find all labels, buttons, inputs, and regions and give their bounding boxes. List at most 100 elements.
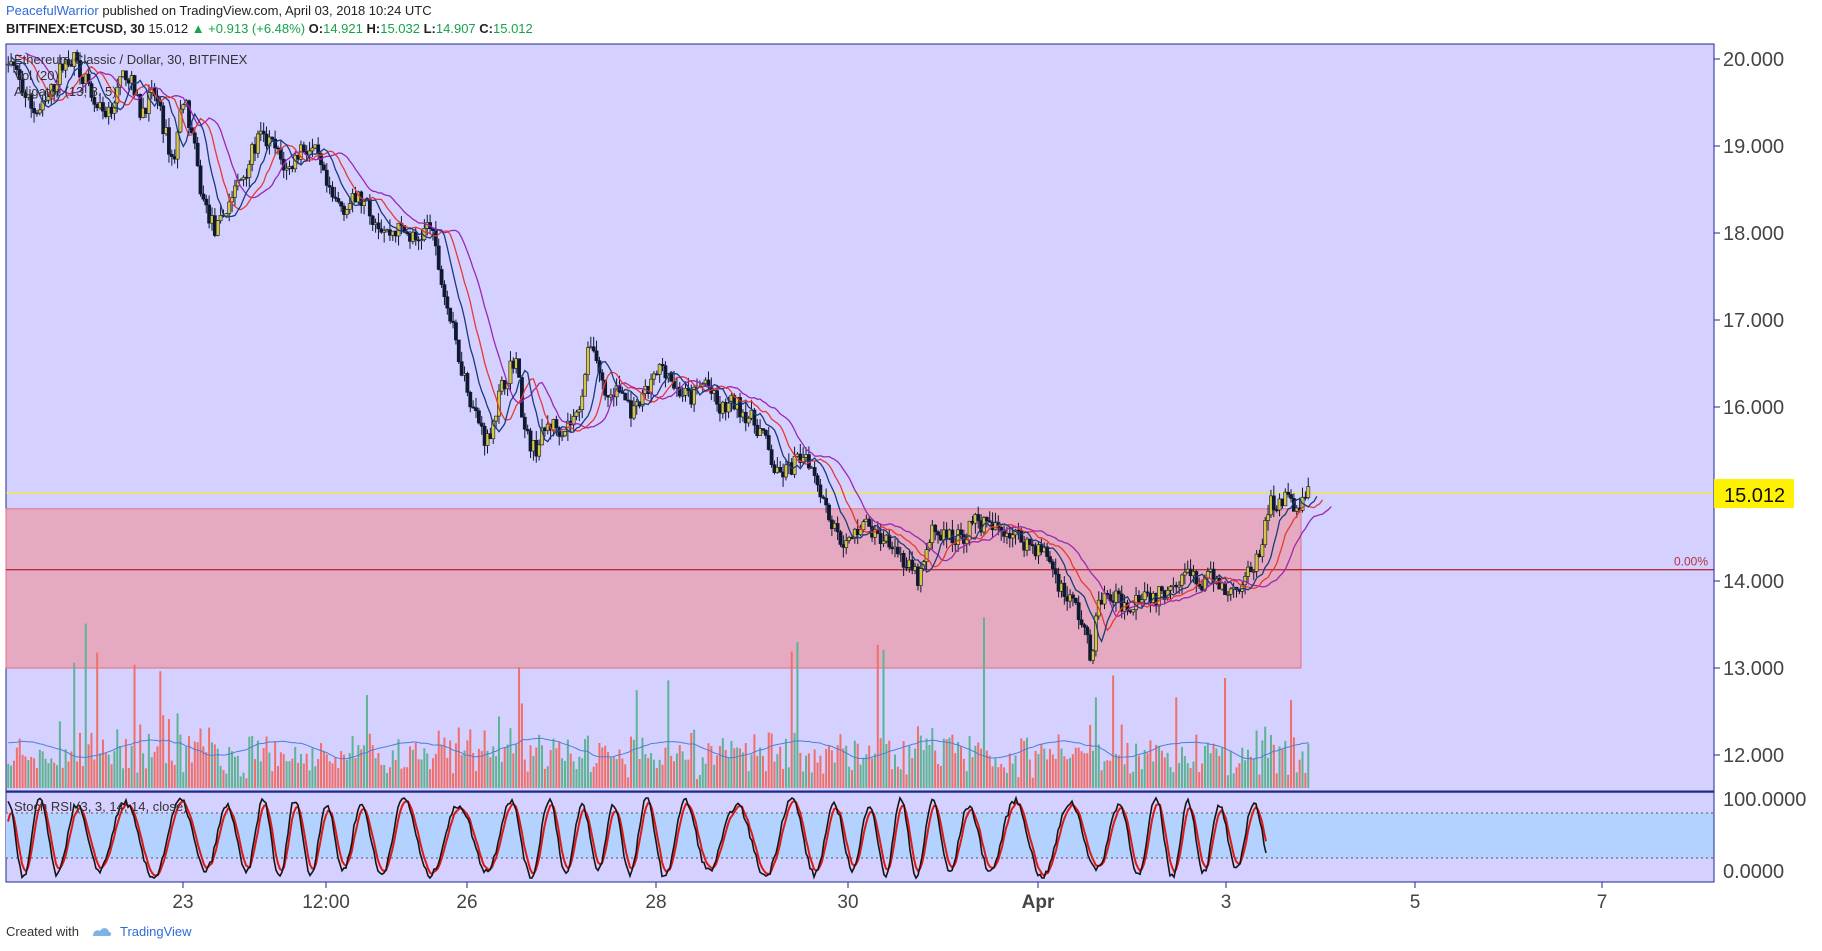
x-axis[interactable]: 23 12:00 26 28 30 Apr 3 5 7 <box>6 881 1714 913</box>
volume-bar <box>1051 754 1054 788</box>
volume-bar <box>403 767 406 788</box>
candle <box>508 360 513 384</box>
volume-bar <box>325 754 328 788</box>
volume-bar <box>1267 757 1270 788</box>
volume-bar <box>592 766 595 788</box>
x-tick-label: 7 <box>1597 892 1608 913</box>
candle <box>324 169 329 186</box>
current-price-tag-text: 15.012 <box>1724 485 1785 507</box>
legend-volume[interactable]: Vol (20) <box>14 68 59 83</box>
tradingview-link[interactable]: TradingView <box>120 924 192 939</box>
x-tick-label: 23 <box>172 892 193 913</box>
candle <box>187 100 191 128</box>
volume-bar <box>850 769 853 788</box>
volume-bar <box>1201 763 1204 788</box>
volume-bar <box>368 733 371 788</box>
volume-bar <box>10 765 13 788</box>
volume-bar <box>1137 755 1140 788</box>
candle <box>1271 495 1276 511</box>
volume-bar <box>1269 734 1272 788</box>
volume-bar <box>87 744 90 788</box>
volume-bar <box>1163 757 1166 788</box>
legend-stoch-rsi[interactable]: Stoch RSI (3, 3, 14, 14, close) <box>14 799 187 814</box>
author-link[interactable]: PeacefulWarrior <box>6 3 99 18</box>
volume-bar <box>985 750 988 788</box>
volume-bar <box>673 761 676 788</box>
volume-bar <box>819 755 822 788</box>
candle <box>261 130 266 135</box>
candle <box>1283 491 1288 507</box>
candle <box>680 394 685 397</box>
volume-bar <box>268 752 271 788</box>
volume-bar <box>176 713 179 788</box>
main-pane[interactable] <box>5 43 1715 792</box>
volume-bar <box>1307 743 1310 788</box>
volume-bar <box>575 769 578 788</box>
volume-bar <box>684 759 687 788</box>
fib-level-label: 0.00% <box>1674 555 1708 569</box>
volume-bar <box>561 758 564 788</box>
candle <box>692 386 697 405</box>
volume-bar <box>868 745 871 788</box>
candle <box>1228 588 1233 595</box>
volume-bar <box>509 728 512 788</box>
footer: Created with TradingView <box>6 924 192 939</box>
candle <box>560 435 565 438</box>
volume-bar <box>391 750 394 788</box>
candle <box>456 339 461 363</box>
volume-bar <box>997 767 1000 788</box>
candle <box>256 133 260 154</box>
y-tick-label: 19.000 <box>1723 136 1784 158</box>
volume-bar <box>899 769 902 788</box>
volume-bar <box>1272 744 1275 788</box>
volume-bar <box>1255 730 1258 788</box>
volume-bar <box>555 748 558 788</box>
volume-bar <box>1120 724 1123 788</box>
volume-bar <box>1106 760 1109 788</box>
candle <box>792 456 797 475</box>
volume-bar <box>716 755 719 788</box>
candle <box>1050 561 1055 569</box>
candle <box>1071 594 1075 599</box>
volume-bar <box>1298 759 1301 788</box>
volume-bar <box>693 729 696 788</box>
volume-bar <box>331 763 334 788</box>
volume-bar <box>980 748 983 788</box>
candle <box>1108 594 1113 601</box>
legend-symbol[interactable]: Ethereum Classic / Dollar, 30, BITFINEX <box>14 52 248 67</box>
candle <box>1137 595 1141 603</box>
volume-bar <box>1054 758 1057 788</box>
volume-bar <box>1146 753 1149 788</box>
volume-bar <box>15 747 18 788</box>
volume-bar <box>629 736 632 788</box>
candle <box>230 197 234 203</box>
volume-bars <box>7 617 1310 788</box>
volume-bar <box>124 738 127 788</box>
volume-bar <box>1023 741 1026 788</box>
volume-bar <box>764 771 767 788</box>
support-zone[interactable] <box>5 508 1302 669</box>
volume-bar <box>566 739 569 788</box>
volume-bar <box>618 749 621 788</box>
volume-bar <box>417 759 420 788</box>
volume-bar <box>856 743 859 788</box>
y-axis[interactable]: 20.00019.00018.00017.00016.00015.00014.0… <box>1714 49 1784 767</box>
volume-bar <box>807 753 810 788</box>
candle <box>195 142 200 167</box>
candle <box>468 392 473 408</box>
volume-bar <box>518 667 521 788</box>
candle <box>715 390 719 405</box>
candle <box>376 222 381 230</box>
volume-bar <box>144 768 147 788</box>
volume-bar <box>61 767 64 788</box>
volume-bar <box>635 690 638 788</box>
candle <box>181 104 186 110</box>
candle <box>525 428 530 432</box>
legend-alligator[interactable]: Alligator (13, 8, 5) <box>14 84 117 99</box>
candle <box>677 386 682 397</box>
volume-bar <box>1258 774 1261 788</box>
volume-bar <box>1140 769 1143 788</box>
candle <box>827 504 831 521</box>
candle <box>901 553 906 568</box>
